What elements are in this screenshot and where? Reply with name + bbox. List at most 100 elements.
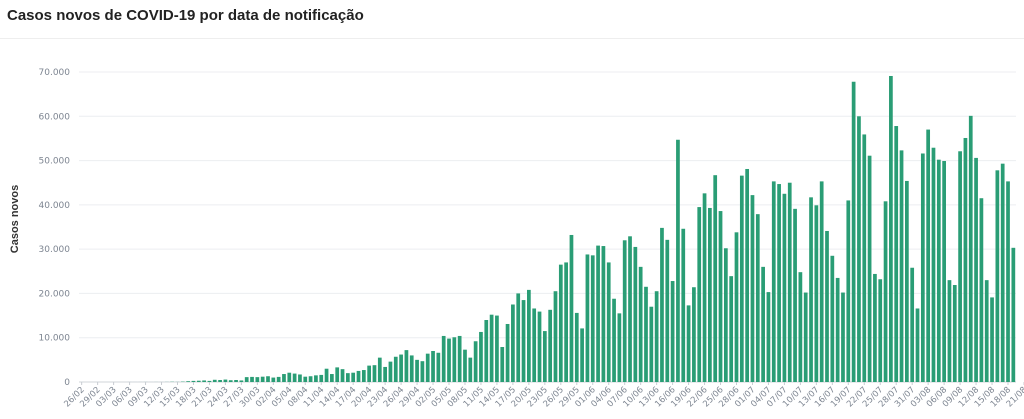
bar — [702, 193, 707, 382]
y-tick-label: 40.000 — [39, 201, 71, 211]
bar — [228, 380, 233, 382]
bar — [585, 254, 590, 382]
bar — [532, 308, 537, 382]
bar — [963, 137, 968, 382]
bar — [904, 180, 909, 382]
bar — [287, 372, 292, 382]
bar — [218, 380, 222, 382]
bar — [681, 228, 686, 382]
bar — [777, 184, 781, 382]
bar — [569, 234, 574, 382]
bar — [308, 376, 313, 382]
bar — [351, 372, 356, 382]
bar — [537, 311, 542, 382]
bar — [356, 370, 361, 382]
bar — [388, 361, 393, 382]
bar — [553, 291, 558, 382]
bar — [484, 320, 489, 382]
bar — [761, 266, 765, 382]
bar — [739, 175, 744, 382]
bar — [511, 304, 515, 382]
bar — [920, 153, 925, 382]
bar — [670, 281, 675, 382]
bar — [415, 359, 419, 382]
bar — [447, 338, 451, 382]
bar — [883, 201, 888, 382]
bar — [612, 298, 616, 382]
bar — [335, 367, 340, 382]
bar — [420, 361, 425, 382]
bar — [697, 207, 702, 382]
bar — [979, 198, 984, 382]
bar — [665, 239, 670, 382]
bar — [867, 155, 872, 382]
bar — [377, 357, 382, 382]
bar — [686, 305, 691, 382]
bar — [649, 306, 654, 382]
bar — [479, 331, 483, 382]
bar — [617, 313, 622, 382]
bar — [708, 207, 712, 382]
bar — [654, 291, 659, 382]
bar — [947, 280, 952, 382]
bar — [984, 280, 989, 382]
bar — [596, 245, 600, 382]
bar — [500, 347, 505, 382]
bar — [830, 255, 835, 382]
bar — [862, 134, 867, 382]
bar — [314, 375, 318, 382]
bar — [239, 380, 244, 382]
bar — [931, 147, 936, 382]
bar — [841, 292, 845, 382]
bar — [324, 368, 329, 382]
bar — [244, 377, 249, 382]
bar — [798, 272, 803, 382]
bar — [755, 214, 760, 382]
bar — [425, 353, 430, 382]
bar — [793, 208, 797, 382]
bar — [271, 377, 276, 382]
bar — [303, 376, 308, 382]
bar — [771, 181, 776, 382]
bar — [878, 279, 883, 382]
bar — [894, 126, 899, 383]
bar — [936, 159, 941, 382]
bar — [207, 380, 212, 382]
bar — [990, 297, 994, 382]
bar — [968, 115, 973, 382]
bar — [809, 197, 813, 382]
bar — [601, 246, 606, 382]
bar — [367, 365, 372, 382]
bar — [873, 273, 877, 382]
bar — [452, 337, 457, 382]
bar — [942, 161, 946, 382]
bar — [298, 374, 302, 382]
bar — [457, 335, 462, 382]
bar — [282, 374, 286, 382]
bar — [889, 75, 893, 382]
title-divider — [0, 38, 1024, 39]
bar — [383, 366, 387, 382]
bar — [276, 376, 281, 382]
bar — [622, 240, 627, 382]
bar — [564, 262, 568, 382]
bar — [723, 248, 728, 382]
bar — [191, 380, 196, 382]
bar — [266, 376, 270, 382]
bar — [995, 170, 1000, 382]
bar — [516, 293, 521, 382]
bar — [713, 175, 718, 382]
bar — [202, 380, 206, 382]
bar — [1006, 181, 1010, 382]
bar — [361, 370, 366, 382]
y-axis-title: Casos novos — [9, 185, 21, 253]
bar — [212, 379, 217, 382]
bar — [431, 351, 435, 382]
bar — [787, 182, 792, 382]
y-tick-label: 70.000 — [39, 68, 71, 78]
bar — [952, 285, 957, 382]
bar — [734, 232, 739, 382]
bar — [441, 335, 446, 382]
y-tick-label: 50.000 — [39, 157, 71, 167]
bar — [803, 292, 808, 382]
